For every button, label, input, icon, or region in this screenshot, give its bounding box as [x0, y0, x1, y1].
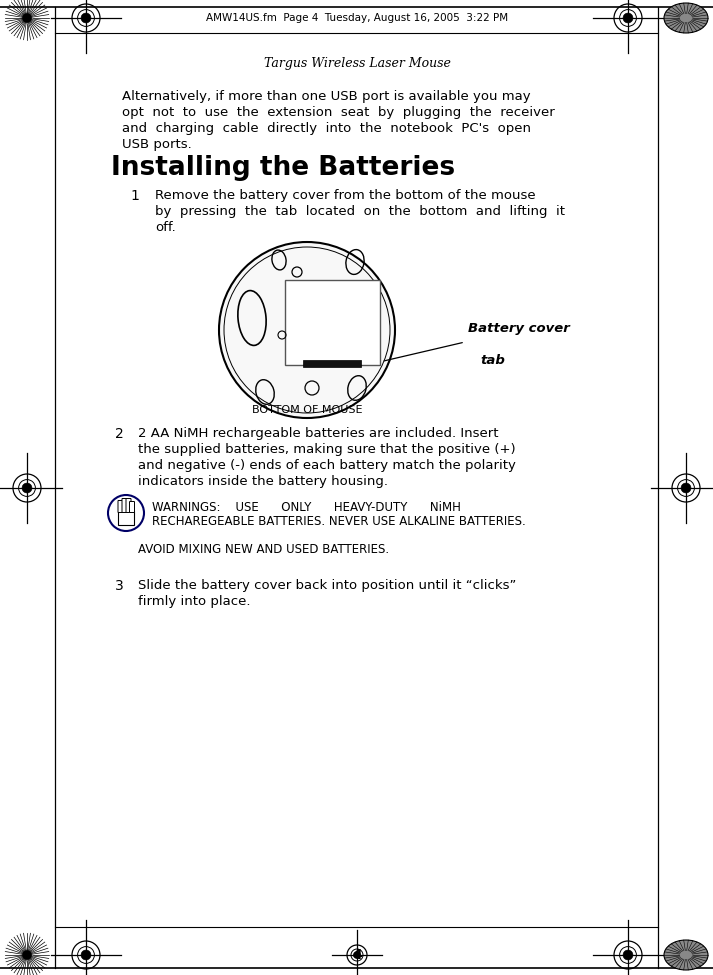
Text: Installing the Batteries: Installing the Batteries — [111, 155, 455, 181]
Text: indicators inside the battery housing.: indicators inside the battery housing. — [138, 475, 388, 488]
Text: AMW14US.fm  Page 4  Tuesday, August 16, 2005  3:22 PM: AMW14US.fm Page 4 Tuesday, August 16, 20… — [206, 13, 508, 23]
Text: and negative (-) ends of each battery match the polarity: and negative (-) ends of each battery ma… — [138, 459, 516, 472]
FancyBboxPatch shape — [118, 500, 123, 513]
Text: Alternatively, if more than one USB port is available you may: Alternatively, if more than one USB port… — [122, 90, 530, 103]
Text: 4: 4 — [352, 948, 362, 962]
Text: by  pressing  the  tab  located  on  the  bottom  and  lifting  it: by pressing the tab located on the botto… — [155, 205, 565, 218]
Text: Battery cover: Battery cover — [468, 322, 570, 335]
Circle shape — [623, 950, 633, 960]
Circle shape — [219, 242, 395, 418]
Circle shape — [354, 952, 361, 958]
Text: USB ports.: USB ports. — [122, 138, 192, 151]
Circle shape — [22, 13, 32, 22]
Circle shape — [681, 483, 691, 493]
Circle shape — [22, 951, 32, 959]
Text: BOTTOM OF MOUSE: BOTTOM OF MOUSE — [252, 405, 362, 415]
Circle shape — [623, 13, 633, 22]
Text: WARNINGS:    USE      ONLY      HEAVY-DUTY      NiMH: WARNINGS: USE ONLY HEAVY-DUTY NiMH — [152, 501, 461, 514]
FancyBboxPatch shape — [126, 498, 131, 513]
Text: 2: 2 — [115, 427, 124, 441]
Polygon shape — [118, 511, 134, 525]
Text: AVOID MIXING NEW AND USED BATTERIES.: AVOID MIXING NEW AND USED BATTERIES. — [138, 543, 389, 556]
Text: Remove the battery cover from the bottom of the mouse: Remove the battery cover from the bottom… — [155, 189, 535, 202]
Text: the supplied batteries, making sure that the positive (+): the supplied batteries, making sure that… — [138, 443, 515, 456]
Circle shape — [81, 13, 91, 22]
Ellipse shape — [664, 3, 708, 33]
Text: and  charging  cable  directly  into  the  notebook  PC's  open: and charging cable directly into the not… — [122, 122, 531, 135]
Text: 3: 3 — [115, 579, 124, 593]
Text: Slide the battery cover back into position until it “clicks”: Slide the battery cover back into positi… — [138, 579, 516, 592]
Text: off.: off. — [155, 221, 175, 234]
Circle shape — [22, 483, 32, 493]
Text: RECHAREGEABLE BATTERIES. NEVER USE ALKALINE BATTERIES.: RECHAREGEABLE BATTERIES. NEVER USE ALKAL… — [152, 515, 525, 528]
Text: 2 AA NiMH rechargeable batteries are included. Insert: 2 AA NiMH rechargeable batteries are inc… — [138, 427, 498, 440]
Text: Targus Wireless Laser Mouse: Targus Wireless Laser Mouse — [264, 57, 451, 69]
FancyBboxPatch shape — [130, 501, 135, 513]
Text: 1: 1 — [130, 189, 139, 203]
Bar — [284, 280, 379, 365]
Bar — [303, 360, 361, 367]
FancyBboxPatch shape — [122, 498, 127, 513]
Circle shape — [81, 950, 91, 960]
Text: opt  not  to  use  the  extension  seat  by  plugging  the  receiver: opt not to use the extension seat by plu… — [122, 106, 555, 119]
Text: tab: tab — [480, 354, 505, 367]
Ellipse shape — [664, 940, 708, 970]
Text: firmly into place.: firmly into place. — [138, 595, 250, 608]
